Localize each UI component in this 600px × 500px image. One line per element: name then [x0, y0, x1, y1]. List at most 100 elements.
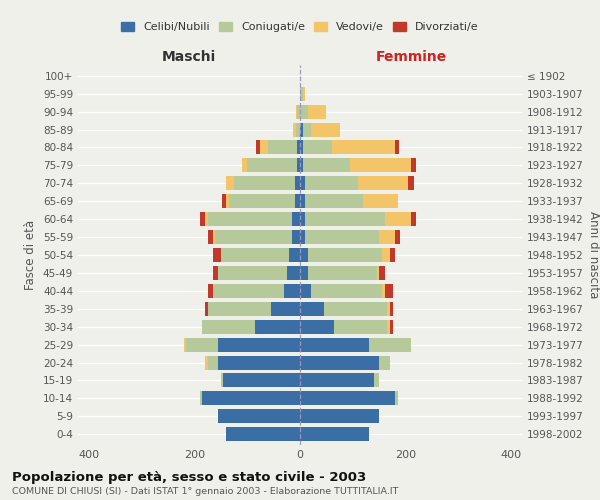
Bar	[284, 284, 300, 298]
Bar	[218, 410, 300, 424]
Bar	[223, 374, 300, 388]
Bar	[387, 302, 390, 316]
Bar	[242, 158, 247, 172]
Bar	[385, 284, 392, 298]
Bar	[292, 212, 300, 226]
Bar	[302, 86, 305, 101]
Bar	[350, 158, 411, 172]
Bar	[260, 140, 268, 154]
Bar	[298, 104, 300, 118]
Bar	[300, 104, 308, 118]
Bar	[226, 176, 234, 190]
Text: COMUNE DI CHIUSI (SI) - Dati ISTAT 1° gennaio 2003 - Elaborazione TUTTITALIA.IT: COMUNE DI CHIUSI (SI) - Dati ISTAT 1° ge…	[12, 487, 398, 496]
Bar	[395, 392, 398, 406]
Bar	[311, 122, 340, 136]
Bar	[287, 266, 300, 280]
Bar	[300, 302, 324, 316]
Bar	[300, 356, 379, 370]
Bar	[411, 158, 416, 172]
Bar	[300, 320, 334, 334]
Bar	[379, 266, 385, 280]
Bar	[308, 266, 377, 280]
Bar	[226, 428, 300, 441]
Bar	[298, 140, 300, 154]
Bar	[300, 428, 369, 441]
Bar	[358, 176, 409, 190]
Bar	[215, 230, 292, 244]
Text: Maschi: Maschi	[162, 50, 216, 64]
Bar	[289, 248, 300, 262]
Bar	[305, 212, 385, 226]
Bar	[385, 212, 411, 226]
Bar	[268, 140, 298, 154]
Bar	[300, 122, 302, 136]
Bar	[390, 302, 392, 316]
Bar	[300, 392, 395, 406]
Bar	[390, 248, 395, 262]
Bar	[409, 176, 413, 190]
Text: Popolazione per età, sesso e stato civile - 2003: Popolazione per età, sesso e stato civil…	[12, 471, 366, 484]
Bar	[305, 194, 364, 208]
Bar	[300, 284, 311, 298]
Bar	[184, 338, 187, 351]
Bar	[300, 230, 305, 244]
Bar	[300, 212, 305, 226]
Bar	[305, 230, 379, 244]
Bar	[213, 284, 284, 298]
Bar	[332, 140, 395, 154]
Bar	[382, 284, 385, 298]
Bar	[364, 194, 398, 208]
Bar	[205, 212, 208, 226]
Bar	[218, 338, 300, 351]
Bar	[395, 140, 400, 154]
Bar	[390, 320, 392, 334]
Bar	[208, 356, 218, 370]
Bar	[369, 338, 411, 351]
Bar	[221, 248, 289, 262]
Bar	[200, 392, 202, 406]
Bar	[300, 176, 305, 190]
Bar	[302, 122, 311, 136]
Bar	[255, 320, 300, 334]
Bar	[295, 194, 300, 208]
Bar	[293, 122, 296, 136]
Bar	[296, 122, 300, 136]
Bar	[311, 284, 382, 298]
Bar	[200, 212, 205, 226]
Bar	[208, 302, 271, 316]
Bar	[379, 356, 390, 370]
Bar	[387, 320, 390, 334]
Bar	[218, 266, 287, 280]
Bar	[305, 176, 358, 190]
Bar	[256, 140, 260, 154]
Bar	[395, 230, 400, 244]
Bar	[308, 248, 382, 262]
Bar	[300, 194, 305, 208]
Bar	[213, 230, 215, 244]
Y-axis label: Anni di nascita: Anni di nascita	[587, 212, 600, 298]
Bar	[187, 338, 218, 351]
Bar	[208, 212, 292, 226]
Bar	[324, 302, 387, 316]
Legend: Celibi/Nubili, Coniugati/e, Vedovi/e, Divorziati/e: Celibi/Nubili, Coniugati/e, Vedovi/e, Di…	[117, 18, 483, 36]
Bar	[295, 176, 300, 190]
Bar	[213, 266, 218, 280]
Bar	[298, 158, 300, 172]
Bar	[334, 320, 387, 334]
Bar	[300, 248, 308, 262]
Bar	[296, 104, 298, 118]
Bar	[229, 194, 295, 208]
Bar	[208, 284, 213, 298]
Bar	[226, 194, 229, 208]
Bar	[202, 320, 255, 334]
Bar	[292, 230, 300, 244]
Bar	[300, 266, 308, 280]
Bar	[300, 86, 302, 101]
Bar	[234, 176, 295, 190]
Bar	[302, 140, 332, 154]
Bar	[302, 158, 350, 172]
Bar	[382, 248, 390, 262]
Bar	[222, 194, 226, 208]
Y-axis label: Fasce di età: Fasce di età	[25, 220, 37, 290]
Bar	[300, 338, 369, 351]
